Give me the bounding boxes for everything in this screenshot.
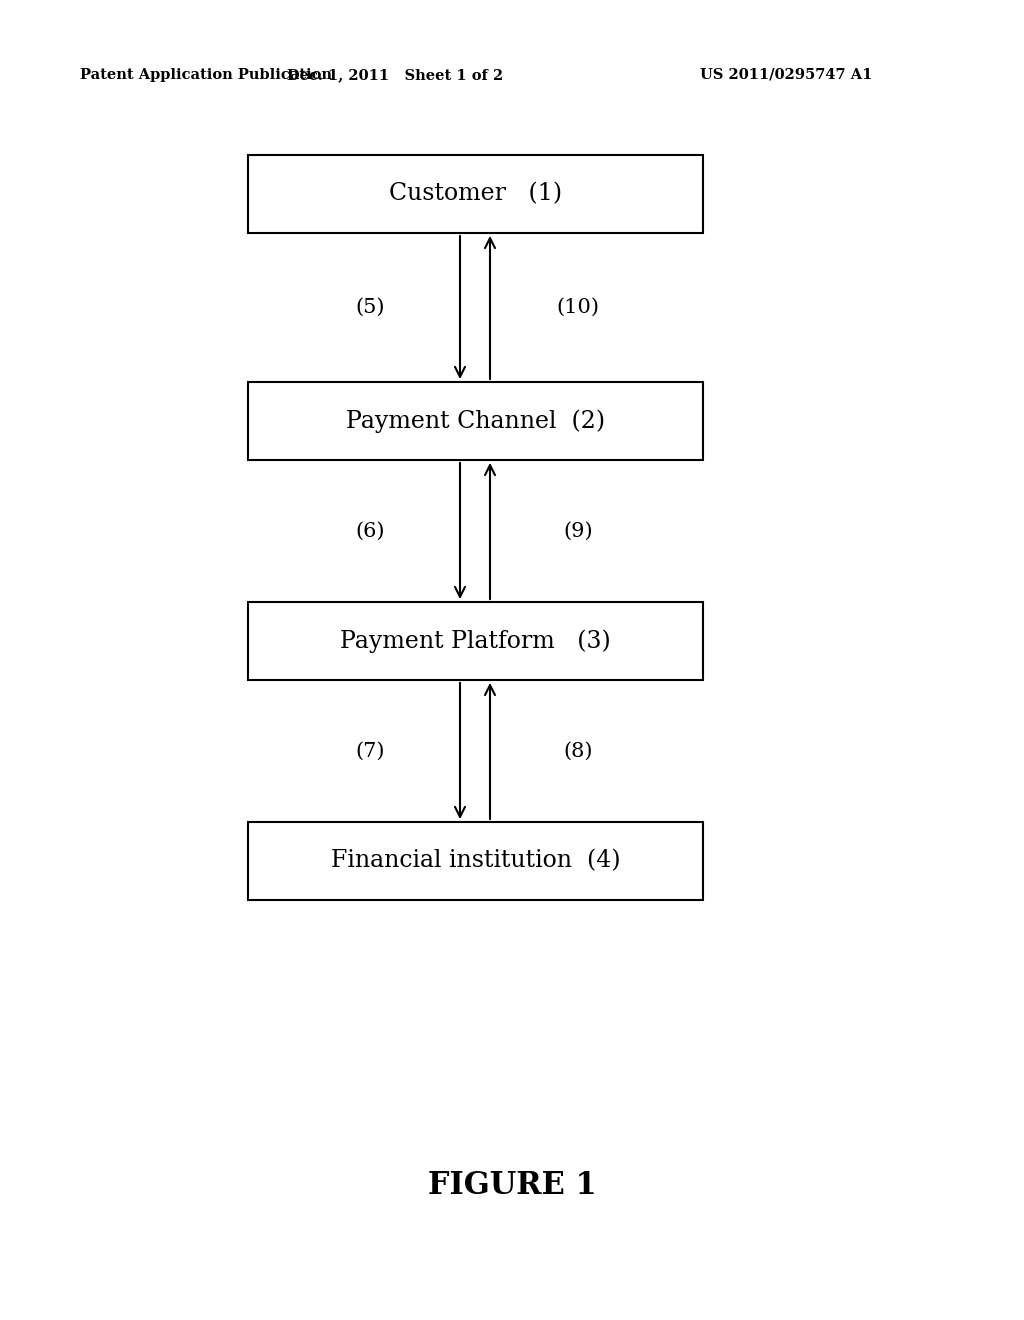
Text: (10): (10): [556, 298, 599, 317]
Text: (6): (6): [355, 521, 385, 540]
Text: (9): (9): [563, 521, 593, 540]
Bar: [248, 381, 703, 459]
Text: Payment Platform   (3): Payment Platform (3): [340, 630, 611, 653]
Text: (8): (8): [563, 742, 593, 760]
Text: (5): (5): [355, 298, 385, 317]
Text: FIGURE 1: FIGURE 1: [428, 1170, 596, 1200]
Text: Patent Application Publication: Patent Application Publication: [80, 69, 332, 82]
Bar: [248, 822, 703, 900]
Text: Dec. 1, 2011   Sheet 1 of 2: Dec. 1, 2011 Sheet 1 of 2: [287, 69, 503, 82]
Text: Payment Channel  (2): Payment Channel (2): [346, 409, 605, 433]
Text: US 2011/0295747 A1: US 2011/0295747 A1: [700, 69, 872, 82]
Bar: [248, 602, 703, 680]
Text: Customer   (1): Customer (1): [389, 182, 562, 206]
Text: (7): (7): [355, 742, 385, 760]
Bar: [248, 154, 703, 234]
Text: Financial institution  (4): Financial institution (4): [331, 850, 621, 873]
